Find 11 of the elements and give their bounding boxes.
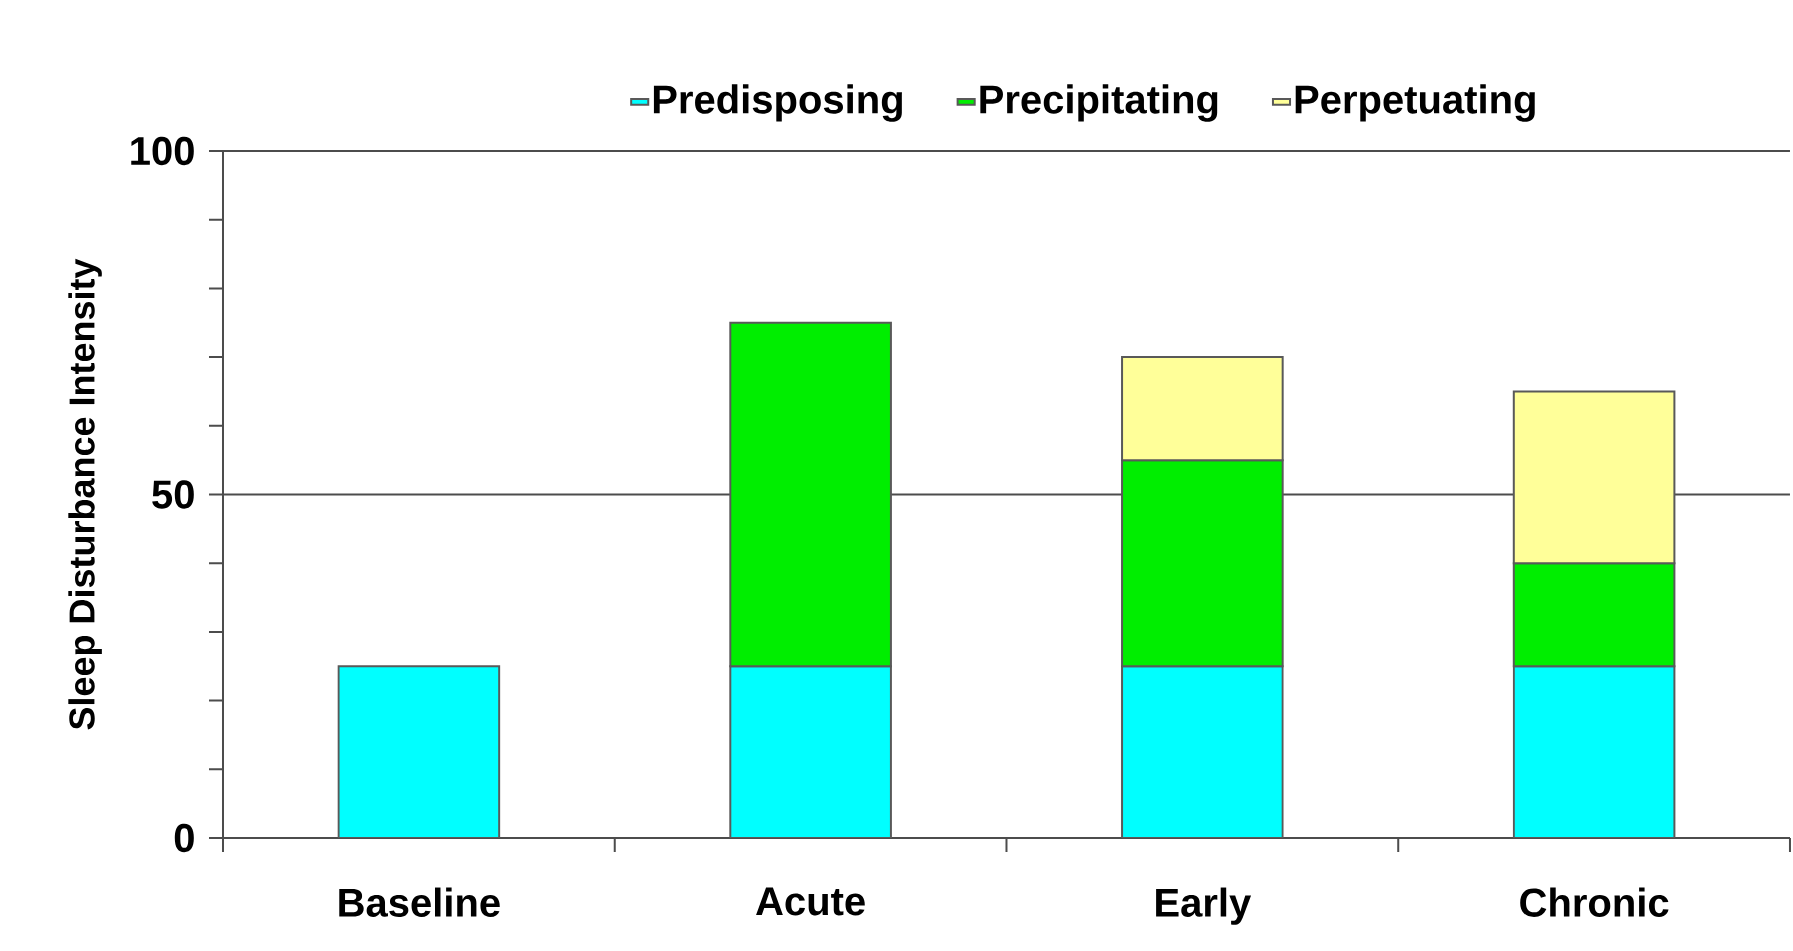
x-tick-label: Acute bbox=[756, 887, 865, 916]
x-tick-label: Chronic bbox=[1520, 887, 1669, 917]
x-tick-label: Baseline bbox=[339, 887, 500, 917]
y-tick-label: 0 bbox=[174, 823, 194, 853]
y-axis-title: Sleep Disturbance Intensity bbox=[68, 258, 102, 730]
x-tick-label: Early bbox=[1156, 887, 1252, 925]
y-tick-label: 100 bbox=[131, 136, 194, 166]
y-tick-label: 50 bbox=[152, 480, 194, 509]
legend-label: Precipitating bbox=[980, 84, 1218, 122]
legend-label: Predisposing bbox=[653, 84, 902, 122]
legend-label: Perpetuating bbox=[1295, 84, 1535, 122]
